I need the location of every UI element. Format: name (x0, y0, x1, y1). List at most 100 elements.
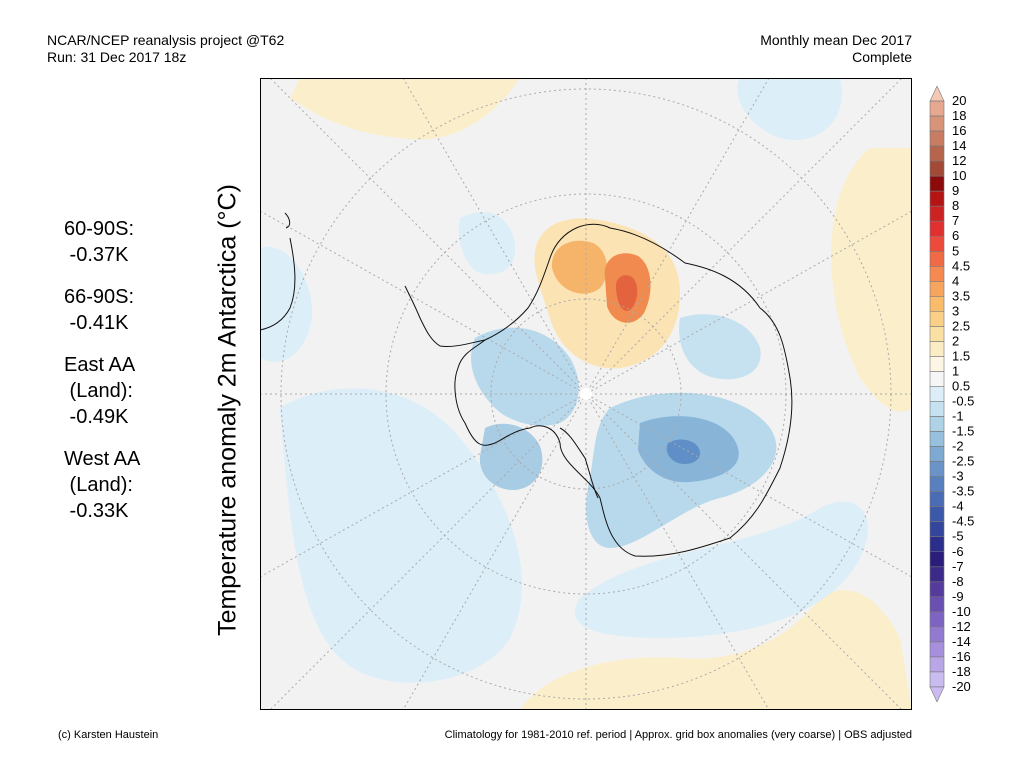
colorbar-label: 7 (952, 213, 959, 228)
colorbar-label: 9 (952, 183, 959, 198)
cool-anomaly-west-ocean (260, 246, 312, 362)
colorbar-label: -2.5 (952, 454, 974, 469)
cool-anomaly-east-ocean (737, 78, 842, 140)
colorbar-label: -1 (952, 409, 964, 424)
run-time: Run: 31 Dec 2017 18z (47, 49, 187, 65)
header-right: Monthly mean Dec 2017 Complete (760, 32, 912, 66)
colorbar-swatch (929, 386, 945, 402)
axis-title: Temperature anomaly 2m Antarctica (°C) (213, 184, 242, 636)
colorbar-label: 3 (952, 303, 959, 318)
stat-east-aa: East AA (Land): -0.49K (64, 352, 140, 430)
coastlines (260, 212, 793, 557)
colorbar-swatch (929, 536, 945, 553)
stat-line: -0.41K (64, 312, 129, 334)
colorbar-swatch (929, 220, 945, 237)
colorbar-swatch (929, 461, 945, 477)
colorbar-swatch (929, 521, 945, 538)
colorbar-swatch (929, 311, 945, 327)
footer-note: Climatology for 1981-2010 ref. period | … (444, 729, 912, 741)
colorbar-label: -4.5 (952, 514, 974, 529)
colorbar-label: -12 (952, 619, 971, 634)
colorbar-swatch (929, 506, 945, 523)
colorbar-label: 1 (952, 363, 959, 378)
colorbar-label: 2 (952, 333, 959, 348)
colorbar-label: 8 (952, 198, 959, 213)
colorbar-swatch (929, 356, 945, 372)
header-left: NCAR/NCEP reanalysis project @T62 Run: 3… (47, 32, 284, 66)
stat-line: (Land): (64, 380, 133, 402)
colorbar-label: 1.5 (952, 348, 970, 363)
south-pole-marker (580, 388, 592, 400)
colorbar-label: -7 (952, 559, 964, 574)
colorbar-swatch (929, 491, 945, 507)
anomaly-fields (260, 78, 912, 710)
warm-anomaly-core-3 (615, 275, 638, 311)
colorbar-label: 3.5 (952, 288, 970, 303)
colorbar-label: 16 (952, 123, 966, 138)
colorbar-label: 4.5 (952, 258, 970, 273)
antarctica-coastline (454, 223, 793, 557)
anomaly-map (260, 78, 912, 710)
colorbar-label: 14 (952, 138, 966, 153)
colorbar-swatch (929, 686, 945, 702)
colorbar-label: -5 (952, 529, 964, 544)
colorbar-swatch (929, 551, 945, 568)
colorbar-swatch (929, 596, 945, 613)
colorbar-swatch (929, 145, 945, 162)
warm-anomaly-east (831, 148, 912, 412)
colorbar-label: -16 (952, 649, 971, 664)
cool-anomaly-wilkes-center (666, 439, 701, 464)
colorbar-swatch (929, 431, 945, 447)
cool-anomaly-mawson (679, 314, 761, 380)
cool-anomaly-ross (479, 423, 543, 491)
colorbar-swatch (929, 130, 945, 147)
colorbar-label: -4 (952, 499, 964, 514)
stats-panel: 60-90S: -0.37K 66-90S: -0.41K East AA (L… (64, 216, 140, 540)
colorbar-label: 4 (952, 273, 959, 288)
colorbar-label: -3 (952, 469, 964, 484)
colorbar-label: 2.5 (952, 318, 970, 333)
colorbar-swatch (929, 205, 945, 222)
stat-66-90s: 66-90S: -0.41K (64, 284, 140, 336)
colorbar-swatch (929, 566, 945, 583)
colorbar-label: 0.5 (952, 378, 970, 393)
colorbar-swatch (929, 326, 945, 342)
map-frame (260, 78, 912, 710)
colorbar-label: 10 (952, 168, 966, 183)
colorbar-swatch (929, 296, 945, 312)
colorbar-label: -10 (952, 604, 971, 619)
ross-ice-shelf (559, 427, 599, 499)
stat-west-aa: West AA (Land): -0.33K (64, 446, 140, 524)
warm-anomaly-south (520, 590, 912, 710)
warm-anomaly-core-1 (551, 240, 608, 294)
colorbar-swatch (929, 190, 945, 207)
colorbar-swatch (929, 581, 945, 598)
antarctic-peninsula (404, 285, 486, 347)
colorbar-swatch (929, 100, 945, 117)
colorbar-swatch (929, 341, 945, 357)
colorbar-swatch (929, 86, 945, 102)
colorbar-label: 12 (952, 153, 966, 168)
colorbar-label: -6 (952, 544, 964, 559)
colorbar-swatch (929, 160, 945, 177)
colorbar-swatch (929, 671, 945, 688)
island-coast (284, 212, 291, 229)
colorbar-label: -1.5 (952, 424, 974, 439)
colorbar-swatch (929, 416, 945, 432)
colorbar-swatch (929, 641, 945, 658)
colorbar-label: 20 (952, 93, 966, 108)
stat-60-90s: 60-90S: -0.37K (64, 216, 140, 268)
south-america-coast (260, 237, 296, 331)
colorbar-label: -18 (952, 664, 971, 679)
colorbar-swatch (929, 115, 945, 132)
colorbar-swatch (929, 476, 945, 492)
colorbar-swatch (929, 235, 945, 252)
colorbar-swatch (929, 626, 945, 643)
colorbar-swatch (929, 656, 945, 673)
stat-line: -0.49K (64, 406, 129, 428)
cool-anomaly-south (574, 501, 868, 638)
colorbar-swatch (929, 175, 945, 192)
colorbar-swatch (929, 371, 945, 387)
warm-anomaly-north (290, 78, 520, 140)
colorbar-label: 18 (952, 108, 966, 123)
